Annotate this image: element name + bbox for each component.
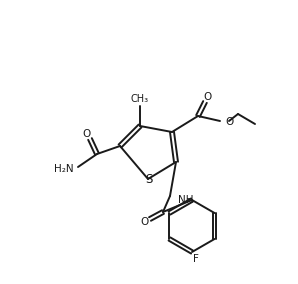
Text: H₂N: H₂N bbox=[54, 164, 74, 174]
Text: O: O bbox=[140, 217, 148, 227]
Text: O: O bbox=[82, 129, 90, 139]
Text: F: F bbox=[193, 254, 199, 264]
Text: CH₃: CH₃ bbox=[131, 94, 149, 104]
Text: NH: NH bbox=[178, 195, 194, 205]
Text: S: S bbox=[145, 172, 153, 185]
Text: O: O bbox=[225, 117, 233, 127]
Text: O: O bbox=[203, 92, 211, 102]
